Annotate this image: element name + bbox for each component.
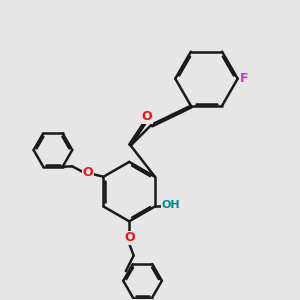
Text: O: O	[142, 110, 152, 123]
Text: O: O	[82, 166, 93, 179]
Text: F: F	[240, 72, 248, 85]
Text: OH: OH	[161, 200, 180, 210]
Text: O: O	[124, 231, 134, 244]
